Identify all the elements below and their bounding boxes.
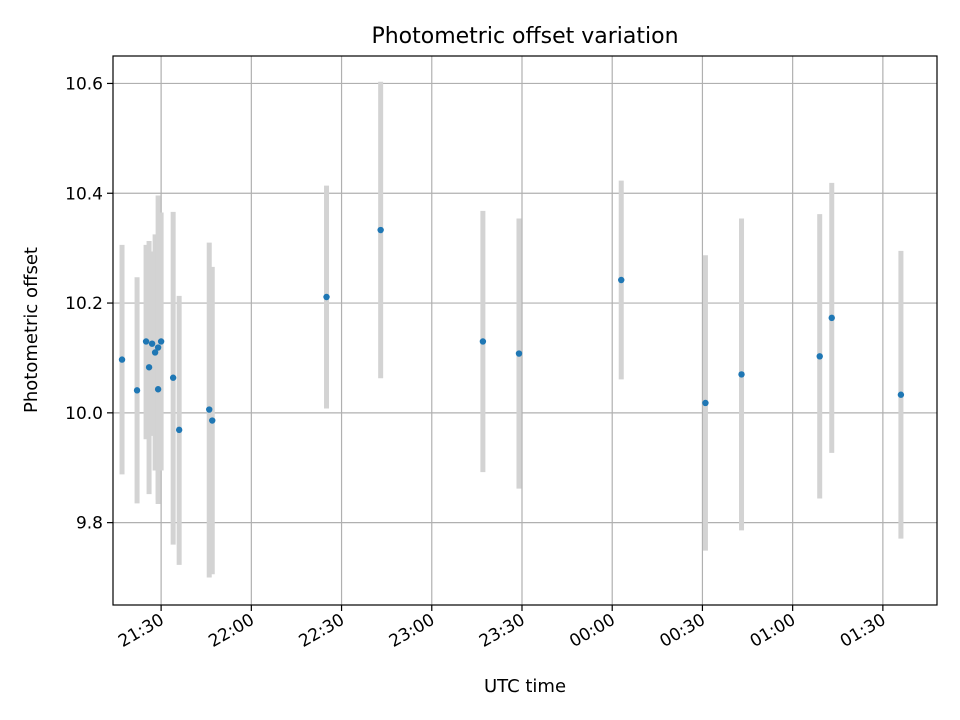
chart-title: Photometric offset variation: [371, 24, 678, 49]
data-point: [157, 338, 165, 345]
data-point: [618, 276, 625, 284]
data-points: [118, 226, 905, 434]
data-point: [169, 374, 177, 381]
data-point: [154, 344, 162, 351]
data-point: [515, 350, 523, 357]
data-point: [897, 391, 905, 398]
data-point: [175, 426, 183, 434]
plot-frame: [112, 55, 938, 606]
data-point: [142, 338, 150, 345]
data-point: [828, 314, 835, 322]
y-tick-label: 10.2: [65, 294, 103, 314]
y-axis-label: Photometric offset: [21, 247, 42, 413]
data-point: [151, 349, 159, 356]
data-point: [118, 356, 126, 363]
data-point: [816, 353, 823, 360]
x-axis-label: UTC time: [484, 676, 566, 697]
data-point: [145, 364, 153, 371]
y-tick-label: 10.6: [65, 74, 103, 94]
data-point: [154, 386, 162, 393]
data-point: [133, 387, 141, 394]
data-point: [479, 338, 487, 345]
grid: [113, 56, 937, 605]
data-point: [148, 340, 156, 347]
y-tick-label: 10.0: [65, 404, 103, 424]
data-point: [209, 417, 216, 424]
y-axis: 9.8 10.0 10.2 10.4 10.6: [65, 74, 113, 534]
data-point: [206, 406, 213, 413]
data-point: [377, 226, 384, 234]
y-tick-label: 10.4: [65, 184, 103, 204]
y-tick-label: 9.8: [76, 514, 103, 534]
data-point: [323, 293, 330, 301]
data-point: [702, 399, 709, 407]
data-point: [738, 371, 745, 378]
